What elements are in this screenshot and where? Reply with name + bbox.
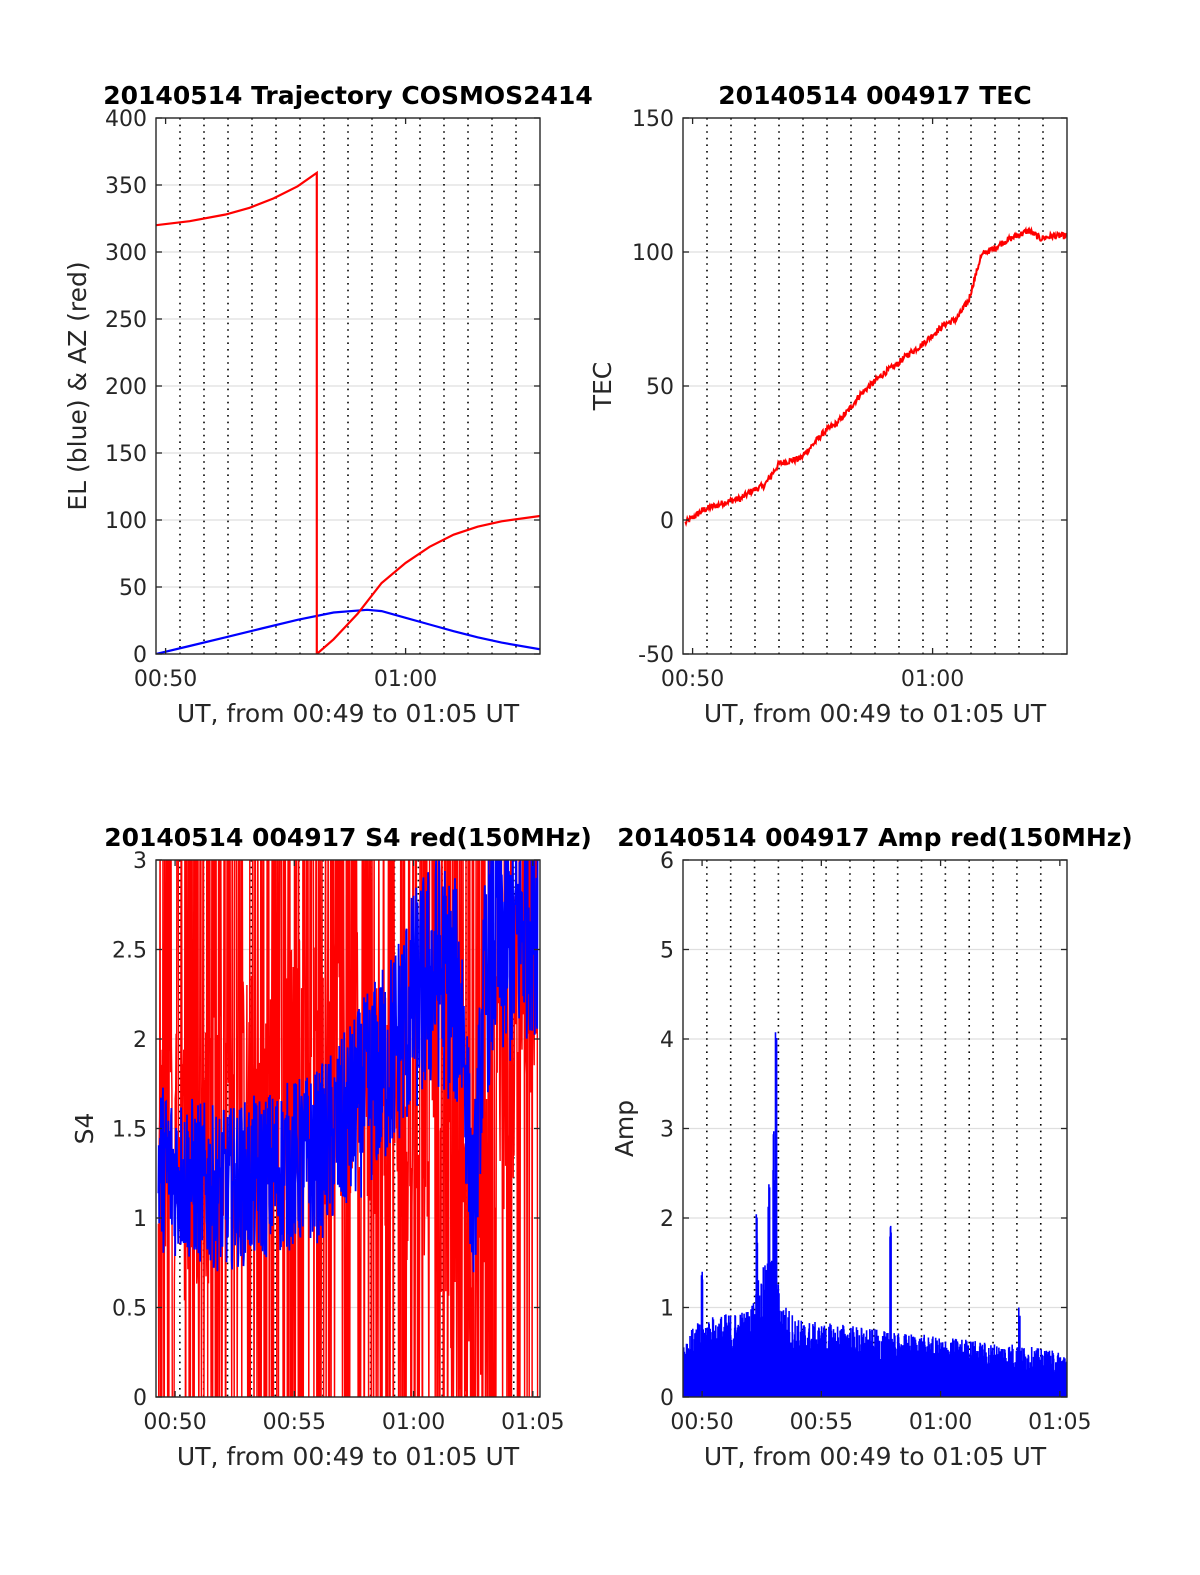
amp-plot-area [683, 1032, 1067, 1397]
tec-ytick-label: 0 [660, 509, 674, 534]
s4-ylabel: S4 [70, 1113, 99, 1145]
trajectory-plot-area [156, 170, 540, 654]
trajectory-title: 20140514 Trajectory COSMOS2414 [103, 81, 593, 110]
s4-xlabel: UT, from 00:49 to 01:05 UT [177, 1442, 520, 1471]
amp-ytick-label: 3 [660, 1118, 674, 1143]
amp-title: 20140514 004917 Amp red(150MHz) [617, 823, 1133, 852]
tec-xtick-label: 00:50 [661, 667, 724, 692]
tec-series-0-line [684, 226, 1067, 527]
tec-ytick-label: 150 [632, 107, 674, 132]
trajectory-ytick-label: 100 [105, 509, 147, 534]
trajectory-chart: 0 50 100 150 200 250 300 350 400 00:50 01:00 201405… [63, 81, 593, 728]
amp-chart: 0 1 2 3 4 5 6 00:50 00:55 01:00 01:05 20140514 0049… [610, 823, 1133, 1471]
s4-ytick-label: 1 [133, 1207, 147, 1232]
amp-xtick-label: 01:05 [1028, 1410, 1091, 1435]
trajectory-ytick-label: 0 [133, 643, 147, 668]
trajectory-series-1-line [156, 170, 540, 654]
tec-title: 20140514 004917 TEC [718, 81, 1031, 110]
tec-plot-area [684, 226, 1067, 527]
s4-xtick-label: 01:00 [382, 1410, 445, 1435]
amp-ytick-label: 0 [660, 1386, 674, 1411]
s4-title: 20140514 004917 S4 red(150MHz) [104, 823, 592, 852]
amp-ytick-label: 1 [660, 1297, 674, 1322]
s4-xtick-label: 01:05 [501, 1410, 564, 1435]
amp-xlabel: UT, from 00:49 to 01:05 UT [704, 1442, 1047, 1471]
amp-ytick-label: 2 [660, 1207, 674, 1232]
tec-chart: -50 0 50 100 150 00:50 01:00 20140514 004917 TE… [588, 81, 1068, 728]
s4-ytick-label: 0 [133, 1386, 147, 1411]
trajectory-xtick-label: 01:00 [374, 667, 437, 692]
tec-ylabel: TEC [588, 362, 617, 412]
amp-ytick-label: 5 [660, 939, 674, 964]
tec-ytick-label: -50 [638, 643, 674, 668]
amp-xtick-label: 00:55 [790, 1410, 853, 1435]
s4-xtick-label: 00:55 [263, 1410, 326, 1435]
trajectory-ytick-label: 400 [105, 107, 147, 132]
amp-ytick-label: 6 [660, 849, 674, 874]
s4-ytick-label: 2 [133, 1028, 147, 1053]
s4-ytick-label: 2.5 [112, 939, 147, 964]
s4-ytick-label: 3 [133, 849, 147, 874]
tec-xtick-label: 01:00 [901, 667, 964, 692]
amp-xtick-label: 01:00 [909, 1410, 972, 1435]
trajectory-ytick-label: 150 [105, 442, 147, 467]
trajectory-ytick-label: 300 [105, 241, 147, 266]
s4-chart: 0 0.5 1 1.5 2 2.5 3 00:50 00:55 01:00 01:05 2014051… [70, 823, 592, 1471]
trajectory-ylabel: EL (blue) & AZ (red) [63, 261, 92, 510]
amp-ylabel: Amp [610, 1100, 639, 1157]
amp-xtick-label: 00:50 [670, 1410, 733, 1435]
s4-series-1-line [157, 860, 539, 1273]
tec-ytick-label: 50 [646, 375, 674, 400]
amp-series-0-line [683, 1032, 1067, 1397]
trajectory-ytick-label: 200 [105, 375, 147, 400]
trajectory-xtick-label: 00:50 [134, 667, 197, 692]
s4-ytick-label: 0.5 [112, 1297, 147, 1322]
amp-ytick-label: 4 [660, 1028, 674, 1053]
trajectory-ytick-label: 350 [105, 174, 147, 199]
s4-ytick-label: 1.5 [112, 1118, 147, 1143]
trajectory-xlabel: UT, from 00:49 to 01:05 UT [177, 699, 520, 728]
s4-xtick-label: 00:50 [143, 1410, 206, 1435]
tec-ytick-label: 100 [632, 241, 674, 266]
trajectory-ytick-label: 250 [105, 308, 147, 333]
s4-plot-area [157, 860, 539, 1397]
tec-xlabel: UT, from 00:49 to 01:05 UT [704, 699, 1047, 728]
trajectory-ytick-label: 50 [119, 576, 147, 601]
trajectory-series-0-line [156, 608, 540, 654]
